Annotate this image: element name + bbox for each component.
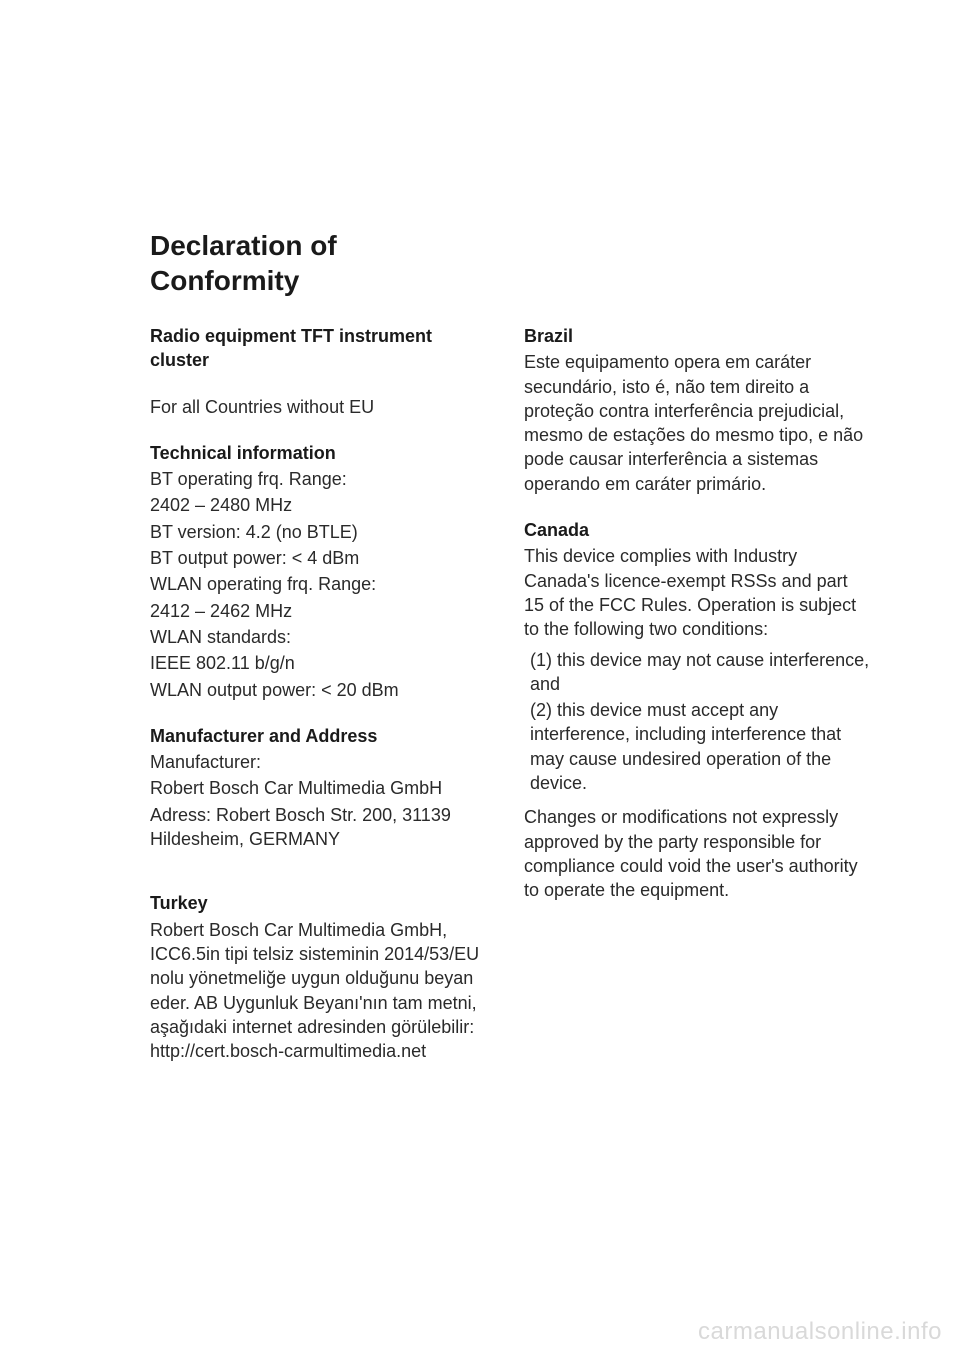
section-canada: Canada This device complies with Industr…: [524, 518, 870, 902]
tech-line: BT output power: < 4 dBm: [150, 546, 496, 570]
two-column-layout: Radio equipment TFT instrument cluster F…: [150, 324, 870, 1085]
title-line-1: Declaration of: [150, 230, 337, 261]
radio-equipment-heading: Radio equipment TFT instrument cluster: [150, 324, 496, 373]
technical-info-heading: Technical information: [150, 441, 496, 465]
canada-condition-1: (1) this device may not cause interferen…: [524, 648, 870, 697]
tech-line: WLAN standards:: [150, 625, 496, 649]
section-radio-equipment-body: For all Countries without EU: [150, 395, 496, 419]
tech-line: BT operating frq. Range:: [150, 467, 496, 491]
turkey-body: Robert Bosch Car Multimedia GmbH, ICC6.5…: [150, 918, 496, 1064]
manufacturer-heading: Manufacturer and Address: [150, 724, 496, 748]
manufacturer-line: Adress: Robert Bosch Str. 200, 31139 Hil…: [150, 803, 496, 852]
canada-heading: Canada: [524, 518, 870, 542]
tech-line: 2402 – 2480 MHz: [150, 493, 496, 517]
section-technical-info: Technical information BT operating frq. …: [150, 441, 496, 702]
section-brazil: Brazil Este equipamento opera em caráter…: [524, 324, 870, 496]
page-title: Declaration of Conformity: [150, 228, 870, 298]
canada-intro: This device complies with Industry Canad…: [524, 544, 870, 641]
left-column: Radio equipment TFT instrument cluster F…: [150, 324, 496, 1085]
radio-equipment-body: For all Countries without EU: [150, 395, 496, 419]
tech-line: IEEE 802.11 b/g/n: [150, 651, 496, 675]
manufacturer-line: Robert Bosch Car Multimedia GmbH: [150, 776, 496, 800]
right-column: Brazil Este equipamento opera em caráter…: [524, 324, 870, 1085]
brazil-body: Este equipamento opera em caráter secund…: [524, 350, 870, 496]
title-line-2: Conformity: [150, 265, 299, 296]
canada-condition-2: (2) this device must accept any interfer…: [524, 698, 870, 795]
section-manufacturer: Manufacturer and Address Manufacturer: R…: [150, 724, 496, 851]
tech-line: BT version: 4.2 (no BTLE): [150, 520, 496, 544]
section-radio-equipment: Radio equipment TFT instrument cluster: [150, 324, 496, 373]
turkey-heading: Turkey: [150, 891, 496, 915]
brazil-heading: Brazil: [524, 324, 870, 348]
tech-line: WLAN output power: < 20 dBm: [150, 678, 496, 702]
manufacturer-line: Manufacturer:: [150, 750, 496, 774]
canada-changes: Changes or modifications not expressly a…: [524, 805, 870, 902]
tech-line: WLAN operating frq. Range:: [150, 572, 496, 596]
watermark-text: carmanualsonline.info: [698, 1316, 942, 1348]
document-page: Declaration of Conformity Radio equipmen…: [0, 0, 960, 1085]
tech-line: 2412 – 2462 MHz: [150, 599, 496, 623]
section-turkey: Turkey Robert Bosch Car Multimedia GmbH,…: [150, 891, 496, 1063]
